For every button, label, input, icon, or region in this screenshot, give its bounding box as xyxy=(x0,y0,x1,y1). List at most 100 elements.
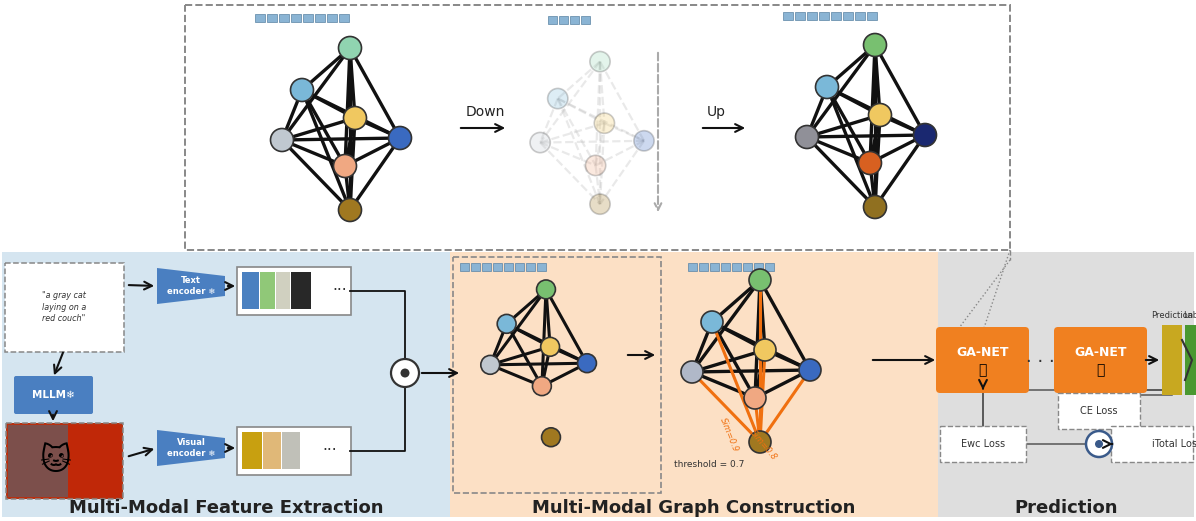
Text: Sim=0.8: Sim=0.8 xyxy=(748,428,779,462)
Polygon shape xyxy=(157,268,225,304)
Text: Text
encoder ❄: Text encoder ❄ xyxy=(166,276,215,296)
FancyBboxPatch shape xyxy=(450,252,938,517)
Text: iTotal Loss: iTotal Loss xyxy=(1152,439,1196,449)
Circle shape xyxy=(799,359,820,381)
Circle shape xyxy=(578,354,597,373)
FancyBboxPatch shape xyxy=(721,263,730,271)
Text: Down: Down xyxy=(466,105,506,119)
Circle shape xyxy=(749,269,771,291)
FancyBboxPatch shape xyxy=(237,267,350,315)
Text: GA-NET: GA-NET xyxy=(957,345,1008,358)
FancyBboxPatch shape xyxy=(504,263,513,271)
Circle shape xyxy=(816,76,838,98)
FancyBboxPatch shape xyxy=(710,263,719,271)
FancyBboxPatch shape xyxy=(14,376,93,414)
Circle shape xyxy=(590,52,610,72)
FancyBboxPatch shape xyxy=(581,16,590,24)
FancyBboxPatch shape xyxy=(807,12,817,20)
Text: 🐱: 🐱 xyxy=(39,446,71,476)
FancyBboxPatch shape xyxy=(2,252,450,517)
Circle shape xyxy=(541,338,560,356)
FancyBboxPatch shape xyxy=(819,12,829,20)
Circle shape xyxy=(389,127,411,150)
Circle shape xyxy=(530,132,550,153)
FancyBboxPatch shape xyxy=(698,263,708,271)
Polygon shape xyxy=(157,430,225,466)
Text: CE Loss: CE Loss xyxy=(1080,406,1118,416)
Circle shape xyxy=(1096,440,1103,448)
FancyBboxPatch shape xyxy=(6,423,123,499)
Text: Multi-Modal Graph Construction: Multi-Modal Graph Construction xyxy=(532,499,855,517)
FancyBboxPatch shape xyxy=(338,14,349,22)
Circle shape xyxy=(532,377,551,395)
Circle shape xyxy=(1086,431,1112,457)
FancyBboxPatch shape xyxy=(8,425,68,497)
FancyBboxPatch shape xyxy=(291,272,311,309)
Circle shape xyxy=(868,104,891,127)
Text: Prediction: Prediction xyxy=(1151,311,1194,319)
FancyBboxPatch shape xyxy=(263,432,281,469)
Circle shape xyxy=(338,36,361,59)
Circle shape xyxy=(338,199,361,221)
FancyBboxPatch shape xyxy=(548,16,557,24)
FancyBboxPatch shape xyxy=(303,14,313,22)
Text: threshold = 0.7: threshold = 0.7 xyxy=(675,460,744,469)
FancyBboxPatch shape xyxy=(732,263,742,271)
Circle shape xyxy=(753,339,776,361)
FancyBboxPatch shape xyxy=(1058,393,1140,429)
FancyBboxPatch shape xyxy=(237,427,350,475)
FancyBboxPatch shape xyxy=(526,263,535,271)
FancyBboxPatch shape xyxy=(279,14,289,22)
FancyBboxPatch shape xyxy=(260,272,275,309)
FancyBboxPatch shape xyxy=(267,14,277,22)
Circle shape xyxy=(859,152,881,175)
Text: "a gray cat
laying on a
red couch": "a gray cat laying on a red couch" xyxy=(42,291,86,324)
FancyBboxPatch shape xyxy=(831,12,841,20)
FancyBboxPatch shape xyxy=(938,252,1194,517)
FancyBboxPatch shape xyxy=(276,272,289,309)
Text: Ewc Loss: Ewc Loss xyxy=(960,439,1005,449)
Text: Label: Label xyxy=(1183,311,1196,319)
Circle shape xyxy=(548,89,568,109)
FancyBboxPatch shape xyxy=(5,263,124,352)
FancyBboxPatch shape xyxy=(537,263,547,271)
FancyBboxPatch shape xyxy=(482,263,492,271)
Circle shape xyxy=(701,311,724,333)
FancyBboxPatch shape xyxy=(1054,327,1147,393)
FancyBboxPatch shape xyxy=(936,327,1029,393)
FancyBboxPatch shape xyxy=(753,263,763,271)
FancyBboxPatch shape xyxy=(1111,426,1192,462)
Text: Up: Up xyxy=(707,105,726,119)
Text: Multi-Modal Feature Extraction: Multi-Modal Feature Extraction xyxy=(68,499,383,517)
FancyBboxPatch shape xyxy=(795,12,805,20)
Circle shape xyxy=(864,33,886,56)
Circle shape xyxy=(391,359,419,387)
Circle shape xyxy=(681,361,703,383)
FancyBboxPatch shape xyxy=(940,426,1026,462)
Circle shape xyxy=(590,194,610,214)
Text: 🔥: 🔥 xyxy=(1097,363,1105,377)
FancyBboxPatch shape xyxy=(242,432,262,469)
FancyBboxPatch shape xyxy=(282,432,300,469)
Circle shape xyxy=(270,129,293,152)
FancyBboxPatch shape xyxy=(765,263,774,271)
FancyBboxPatch shape xyxy=(688,263,697,271)
Circle shape xyxy=(795,126,818,148)
Circle shape xyxy=(334,155,356,178)
Text: 🔥: 🔥 xyxy=(978,363,987,377)
Text: MLLM❄: MLLM❄ xyxy=(31,390,74,400)
Circle shape xyxy=(401,368,409,378)
FancyBboxPatch shape xyxy=(8,425,121,497)
Circle shape xyxy=(744,387,765,409)
Circle shape xyxy=(343,106,366,130)
FancyBboxPatch shape xyxy=(255,14,266,22)
Text: Visual
encoder ❄: Visual encoder ❄ xyxy=(166,438,215,458)
Circle shape xyxy=(537,280,555,299)
FancyBboxPatch shape xyxy=(867,12,877,20)
FancyBboxPatch shape xyxy=(327,14,337,22)
Text: · · ·: · · · xyxy=(1026,353,1055,371)
FancyBboxPatch shape xyxy=(743,263,752,271)
FancyBboxPatch shape xyxy=(570,16,579,24)
FancyBboxPatch shape xyxy=(1185,325,1196,395)
FancyBboxPatch shape xyxy=(493,263,502,271)
